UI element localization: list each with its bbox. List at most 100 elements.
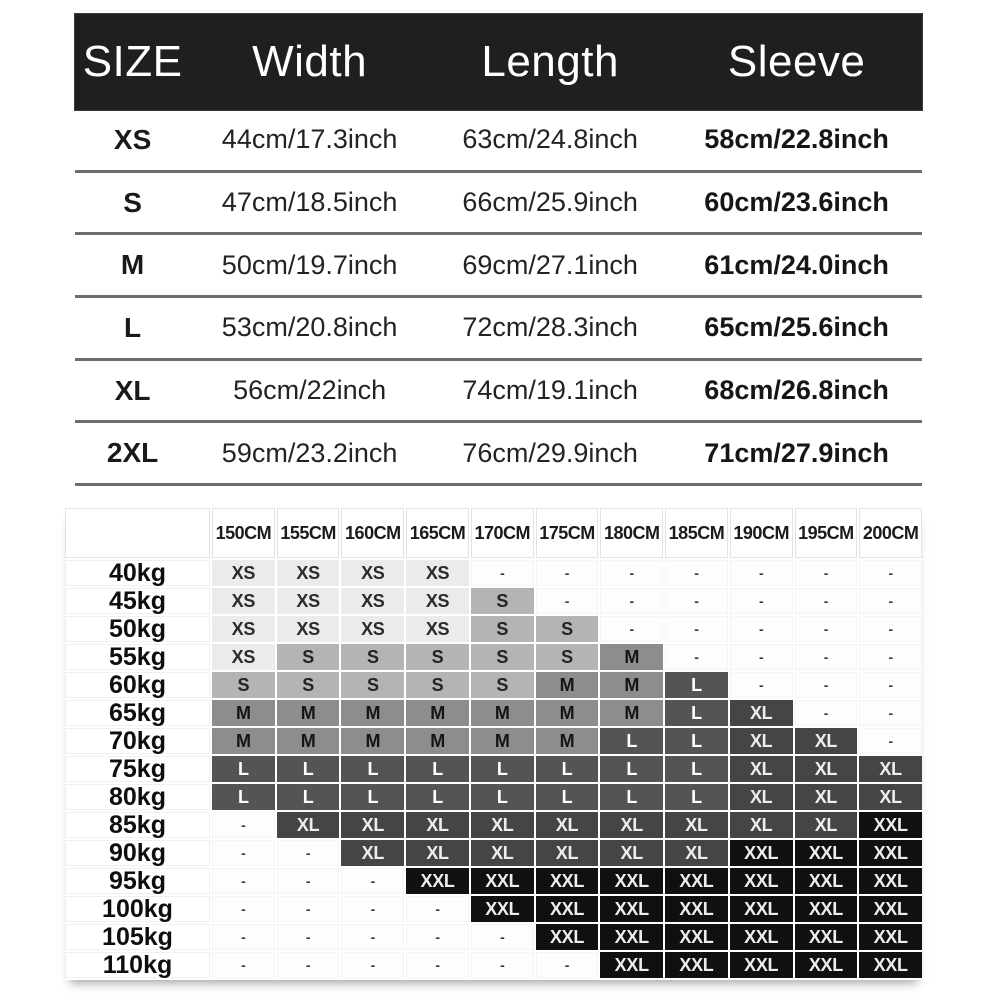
size-cell-xl: XL bbox=[600, 840, 664, 866]
size-cell-l: L bbox=[341, 756, 405, 782]
size-cell-xl: XL bbox=[794, 756, 858, 782]
width-value: 47cm/18.5inch bbox=[221, 187, 398, 218]
sleeve-value: 60cm/23.6inch bbox=[704, 187, 889, 218]
size-cell-xs: XS bbox=[406, 616, 469, 642]
size-cell-xl: XL bbox=[470, 812, 534, 838]
width-value: 59cm/23.2inch bbox=[221, 437, 398, 468]
size-cell-l: L bbox=[535, 784, 599, 810]
size-cell-xs: XS bbox=[341, 588, 405, 614]
size-cell-s: S bbox=[276, 672, 340, 698]
sleeve-value: 61cm/24.0inch bbox=[704, 249, 889, 280]
height-header-180cm: 180CM bbox=[600, 508, 664, 558]
size-cell-empty: - bbox=[535, 588, 599, 614]
size-cell-xl: XL bbox=[729, 784, 793, 810]
size-cell-xxl: XXL bbox=[729, 952, 793, 978]
size-cell-xxl: XXL bbox=[859, 812, 922, 838]
size-cell-xxl: XXL bbox=[859, 952, 922, 978]
size-cell-xxl: XXL bbox=[794, 840, 858, 866]
size-cell-empty: - bbox=[406, 952, 469, 978]
size-cell-s: S bbox=[341, 672, 405, 698]
size-cell-xl: XL bbox=[341, 840, 405, 866]
size-cell-xxl: XXL bbox=[665, 924, 728, 950]
size-cell-empty: - bbox=[665, 616, 728, 642]
height-header-195cm: 195CM bbox=[794, 508, 858, 558]
size-cell-xl: XL bbox=[406, 840, 469, 866]
size-cell-l: L bbox=[276, 784, 340, 810]
size-cell-l: L bbox=[470, 756, 534, 782]
size-cell-l: L bbox=[600, 784, 664, 810]
size-cell-m: M bbox=[341, 700, 405, 726]
size-cell-xs: XS bbox=[212, 588, 275, 614]
size-cell-xs: XS bbox=[276, 560, 340, 586]
size-cell-empty: - bbox=[600, 588, 664, 614]
size-cell-m: M bbox=[406, 700, 469, 726]
measurement-row-s: S 47cm/18.5inch 66cm/25.9inch 60cm/23.6inch bbox=[75, 173, 922, 236]
size-cell-empty: - bbox=[859, 672, 922, 698]
size-cell-empty: - bbox=[212, 812, 275, 838]
size-cell-l: L bbox=[406, 756, 469, 782]
size-cell-m: M bbox=[600, 672, 664, 698]
size-cell-xxl: XXL bbox=[535, 924, 599, 950]
size-cell-xs: XS bbox=[276, 616, 340, 642]
size-cell-xxl: XXL bbox=[794, 952, 858, 978]
height-header-190cm: 190CM bbox=[729, 508, 793, 558]
length-value: 76cm/29.9inch bbox=[462, 437, 638, 468]
height-header-155cm: 155CM bbox=[276, 508, 340, 558]
size-cell-empty: - bbox=[859, 588, 922, 614]
size-cell-empty: - bbox=[859, 560, 922, 586]
size-cell-empty: - bbox=[794, 672, 858, 698]
size-cell-xl: XL bbox=[535, 812, 599, 838]
size-cell-s: S bbox=[470, 644, 534, 670]
weight-label-105kg: 105kg bbox=[65, 923, 210, 951]
measurement-table-body: XS 44cm/17.3inch 63cm/24.8inch 58cm/22.8inc… bbox=[75, 110, 922, 487]
size-cell-xxl: XXL bbox=[600, 896, 664, 922]
size-value: L bbox=[124, 311, 142, 343]
size-cell-l: L bbox=[665, 700, 728, 726]
size-cell-empty: - bbox=[665, 644, 728, 670]
size-cell-empty: - bbox=[859, 728, 922, 754]
size-cell-m: M bbox=[470, 728, 534, 754]
sleeve-value: 68cm/26.8inch bbox=[704, 375, 889, 406]
size-cell-empty: - bbox=[276, 896, 340, 922]
size-cell-xxl: XXL bbox=[729, 840, 793, 866]
size-cell-xl: XL bbox=[406, 812, 469, 838]
size-cell-empty: - bbox=[729, 560, 793, 586]
size-cell-l: L bbox=[406, 784, 469, 810]
size-cell-xxl: XXL bbox=[859, 840, 922, 866]
size-cell-l: L bbox=[600, 728, 664, 754]
width-value: 56cm/22inch bbox=[233, 375, 387, 406]
size-cell-xxl: XXL bbox=[794, 896, 858, 922]
matrix-corner-cell bbox=[65, 508, 210, 558]
size-cell-xl: XL bbox=[859, 784, 922, 810]
size-cell-xl: XL bbox=[794, 784, 858, 810]
size-cell-empty: - bbox=[600, 560, 664, 586]
size-cell-l: L bbox=[276, 756, 340, 782]
size-cell-xl: XL bbox=[859, 756, 922, 782]
size-cell-xxl: XXL bbox=[859, 924, 922, 950]
size-cell-empty: - bbox=[276, 868, 340, 894]
size-cell-m: M bbox=[276, 700, 340, 726]
height-header-175cm: 175CM bbox=[535, 508, 599, 558]
size-cell-empty: - bbox=[276, 924, 340, 950]
size-cell-empty: - bbox=[341, 868, 405, 894]
size-cell-l: L bbox=[665, 728, 728, 754]
size-cell-xxl: XXL bbox=[406, 868, 469, 894]
weight-label-70kg: 70kg bbox=[65, 727, 210, 755]
size-cell-m: M bbox=[535, 672, 599, 698]
length-value: 66cm/25.9inch bbox=[462, 187, 638, 218]
height-weight-size-matrix: 150CM 155CM 160CM 165CM 170CM 175CM 180CM 185CM… bbox=[65, 508, 922, 980]
weight-label-80kg: 80kg bbox=[65, 783, 210, 811]
size-cell-l: L bbox=[535, 756, 599, 782]
size-cell-xxl: XXL bbox=[794, 924, 858, 950]
size-cell-xxl: XXL bbox=[729, 896, 793, 922]
size-cell-xl: XL bbox=[341, 812, 405, 838]
size-cell-empty: - bbox=[729, 672, 793, 698]
size-cell-xl: XL bbox=[276, 812, 340, 838]
weight-label-65kg: 65kg bbox=[65, 699, 210, 727]
weight-label-110kg: 110kg bbox=[65, 951, 210, 979]
size-value: XL bbox=[114, 374, 151, 406]
column-header-sleeve: Sleeve bbox=[727, 37, 866, 86]
size-cell-xl: XL bbox=[729, 700, 793, 726]
size-cell-xs: XS bbox=[341, 616, 405, 642]
size-cell-xl: XL bbox=[470, 840, 534, 866]
